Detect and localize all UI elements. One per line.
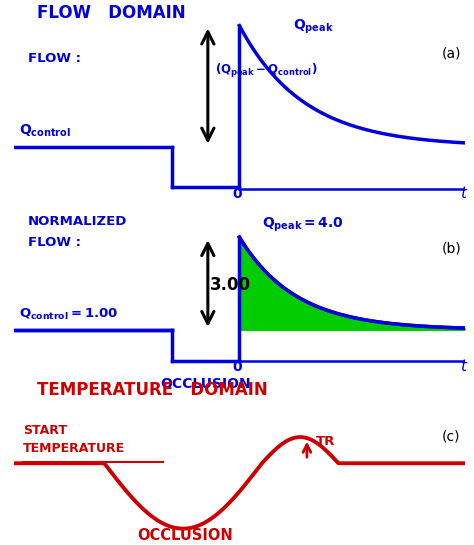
Text: FLOW   DOMAIN: FLOW DOMAIN: [36, 3, 185, 22]
Text: (a): (a): [442, 47, 462, 61]
Text: $\mathbf{(Q_{peak} - Q_{control})}$: $\mathbf{(Q_{peak} - Q_{control})}$: [215, 62, 317, 80]
Text: 0: 0: [233, 187, 242, 201]
Text: $\mathit{t}$: $\mathit{t}$: [460, 359, 468, 374]
Text: START: START: [23, 424, 67, 437]
Text: $\mathit{t}$: $\mathit{t}$: [460, 185, 468, 201]
Text: $\mathbf{Q_{peak} = 4.0}$: $\mathbf{Q_{peak} = 4.0}$: [262, 216, 344, 234]
Text: FLOW :: FLOW :: [27, 237, 81, 250]
Text: TEMPERATURE: TEMPERATURE: [23, 442, 125, 455]
Text: OCCLUSION: OCCLUSION: [137, 528, 233, 543]
Text: NORMALIZED: NORMALIZED: [27, 215, 127, 228]
Text: 3.00: 3.00: [210, 276, 251, 294]
Text: $\mathbf{Q_{control} = 1.00}$: $\mathbf{Q_{control} = 1.00}$: [18, 306, 118, 322]
Text: TEMPERATURE   DOMAIN: TEMPERATURE DOMAIN: [36, 380, 267, 398]
Text: 0: 0: [233, 360, 242, 374]
Text: (b): (b): [442, 241, 462, 256]
Text: $\mathbf{Q_{peak}}$: $\mathbf{Q_{peak}}$: [293, 18, 334, 36]
Text: (c): (c): [442, 429, 461, 444]
Text: FLOW :: FLOW :: [27, 52, 81, 65]
Text: OCCLUSION: OCCLUSION: [160, 377, 251, 391]
Text: $\mathbf{Q}$$_{\mathbf{control}}$: $\mathbf{Q}$$_{\mathbf{control}}$: [18, 123, 71, 139]
Text: TR: TR: [316, 435, 335, 449]
